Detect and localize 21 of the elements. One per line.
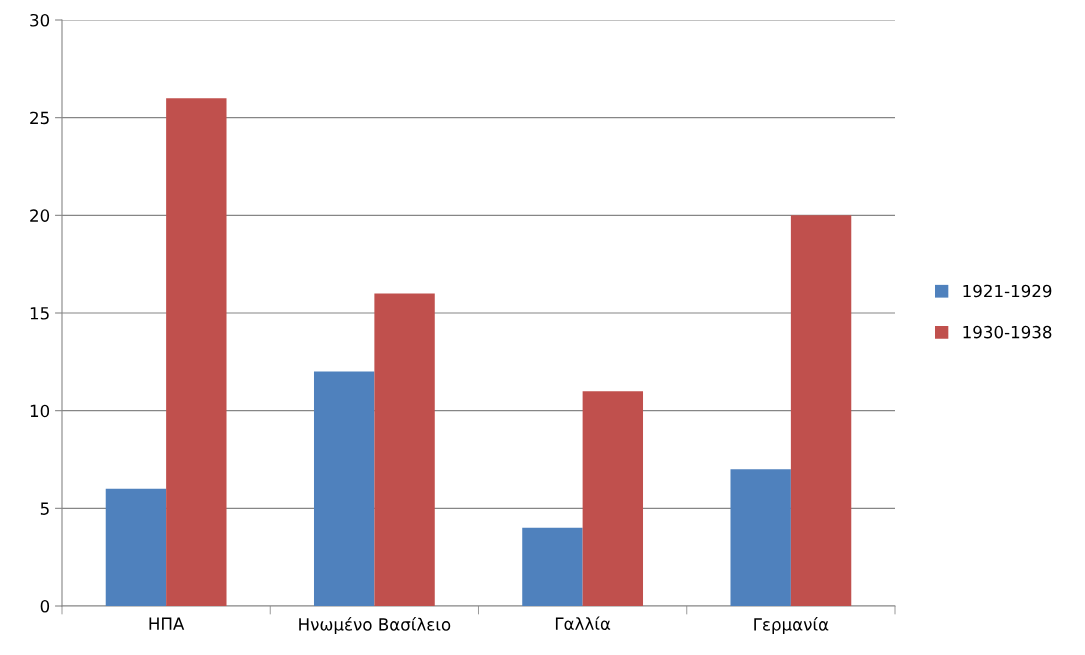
bar <box>105 488 167 606</box>
y-tick-label: 10 <box>30 404 50 418</box>
y-tick-label: 15 <box>30 307 49 320</box>
bar <box>790 215 852 606</box>
bar <box>313 371 375 606</box>
bar <box>730 469 791 606</box>
bar <box>582 391 644 606</box>
bar <box>522 527 583 606</box>
y-tick-label: 5 <box>40 502 49 515</box>
y-tick-label: 20 <box>30 209 50 222</box>
x-tick-label: Γερμανία <box>754 617 829 634</box>
bar <box>374 293 435 606</box>
legend-label: 1930-1938 <box>963 325 1052 339</box>
y-tick-label: 30 <box>30 13 50 27</box>
legend-label: 1921-1929 <box>963 284 1052 298</box>
x-tick-label: ΗΠΑ <box>149 617 185 630</box>
bar <box>166 98 227 606</box>
x-tick-label: Γαλλία <box>555 616 611 630</box>
y-tick-label: 25 <box>30 111 49 125</box>
x-tick-label: Ηνωμένο Βασίλειο <box>299 617 451 634</box>
y-tick-label: 0 <box>40 599 50 613</box>
